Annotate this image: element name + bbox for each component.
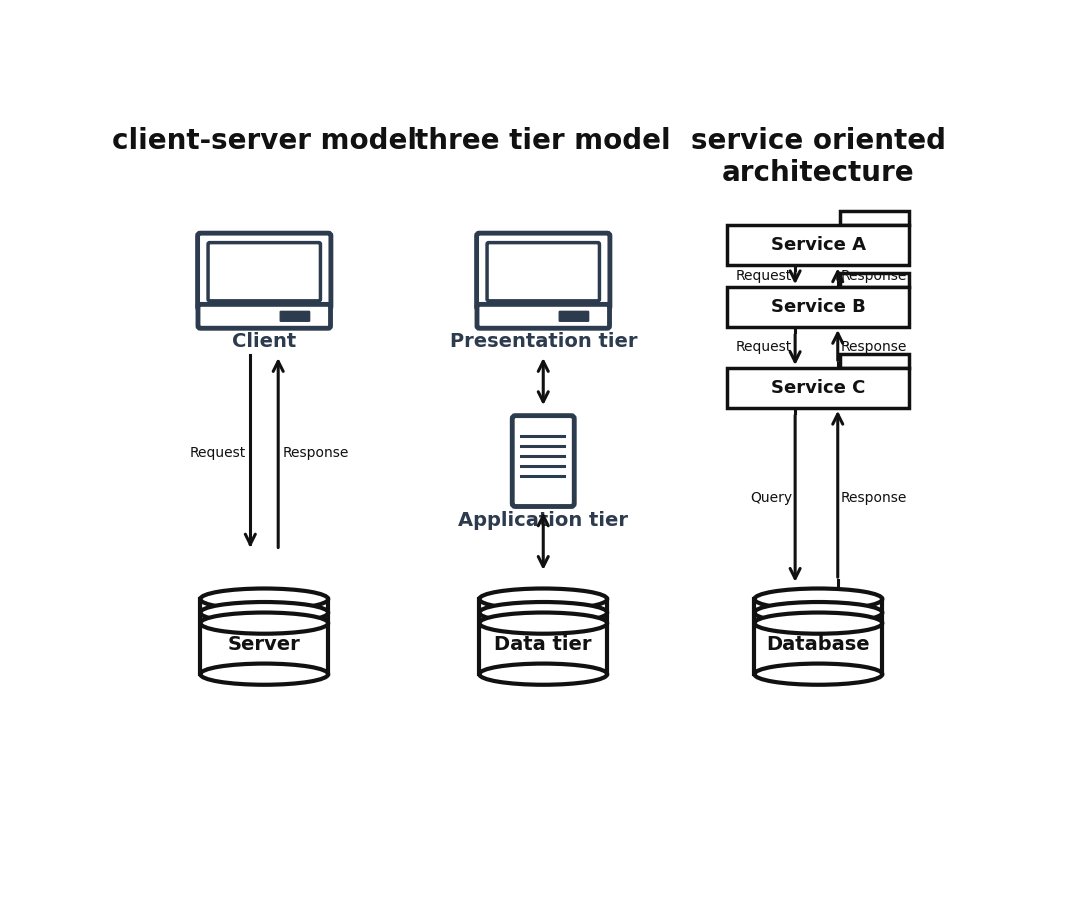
Text: Client: Client — [232, 332, 297, 351]
FancyBboxPatch shape — [560, 311, 589, 321]
FancyBboxPatch shape — [208, 242, 321, 300]
FancyBboxPatch shape — [477, 233, 610, 309]
Polygon shape — [840, 354, 910, 368]
Text: Application tier: Application tier — [458, 511, 628, 530]
Polygon shape — [728, 225, 910, 266]
Ellipse shape — [201, 664, 328, 684]
Ellipse shape — [479, 664, 608, 684]
FancyBboxPatch shape — [197, 304, 331, 328]
Ellipse shape — [755, 588, 883, 610]
Text: service oriented
architecture: service oriented architecture — [691, 126, 946, 187]
Text: Service A: Service A — [771, 237, 866, 255]
Text: Request: Request — [190, 446, 245, 460]
Polygon shape — [840, 212, 910, 225]
Text: Service C: Service C — [771, 379, 865, 396]
FancyBboxPatch shape — [280, 311, 310, 321]
Ellipse shape — [755, 613, 883, 633]
Text: three tier model: three tier model — [416, 126, 671, 155]
Text: Presentation tier: Presentation tier — [449, 332, 637, 351]
FancyBboxPatch shape — [487, 242, 599, 300]
Text: Response: Response — [841, 269, 908, 283]
Text: Data tier: Data tier — [494, 635, 592, 654]
Text: client-server model: client-server model — [111, 126, 417, 155]
FancyBboxPatch shape — [513, 415, 574, 507]
Text: Service B: Service B — [771, 298, 866, 316]
Polygon shape — [728, 368, 910, 408]
Ellipse shape — [479, 613, 608, 633]
Polygon shape — [728, 287, 910, 327]
Polygon shape — [840, 273, 910, 287]
Ellipse shape — [201, 613, 328, 633]
Polygon shape — [479, 599, 608, 675]
Text: Query: Query — [750, 492, 792, 505]
FancyBboxPatch shape — [477, 304, 610, 328]
Text: Response: Response — [841, 492, 908, 505]
Text: Request: Request — [735, 269, 792, 283]
Ellipse shape — [755, 664, 883, 684]
Text: Response: Response — [841, 341, 908, 354]
Ellipse shape — [479, 588, 608, 610]
Text: Request: Request — [735, 341, 792, 354]
Text: Response: Response — [283, 446, 349, 460]
Ellipse shape — [201, 588, 328, 610]
FancyBboxPatch shape — [197, 233, 331, 309]
Ellipse shape — [755, 602, 883, 623]
Ellipse shape — [479, 602, 608, 623]
Polygon shape — [755, 599, 883, 675]
Text: Server: Server — [228, 635, 301, 654]
Text: Database: Database — [767, 635, 871, 654]
Polygon shape — [201, 599, 328, 675]
Ellipse shape — [201, 602, 328, 623]
